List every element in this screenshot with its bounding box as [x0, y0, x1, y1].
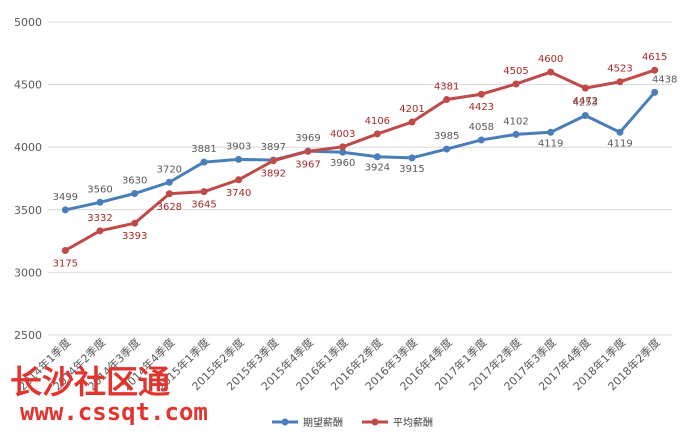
data-label: 4058: [469, 122, 494, 133]
data-point: [200, 188, 208, 196]
data-label: 3892: [261, 169, 286, 180]
data-label: 4505: [503, 66, 528, 77]
legend-entry: 平均薪酬: [393, 417, 433, 429]
data-label: 3924: [365, 163, 390, 174]
data-point: [96, 198, 104, 206]
watermark-name: 长沙社区通: [10, 363, 170, 401]
data-point: [235, 155, 243, 163]
data-point: [547, 128, 555, 136]
data-label: 3175: [53, 258, 78, 269]
data-point: [581, 112, 589, 120]
data-point: [512, 130, 520, 138]
data-label: 4423: [469, 102, 494, 113]
data-point: [339, 148, 347, 156]
y-tick-label: 4000: [14, 141, 42, 154]
data-label: 4600: [538, 54, 563, 65]
data-label: 4119: [607, 138, 632, 149]
legend-entry: 期望薪酬: [303, 416, 343, 429]
data-point: [235, 176, 243, 184]
data-point: [547, 68, 555, 76]
legend-swatch-marker: [371, 418, 379, 426]
data-label: 4201: [399, 104, 424, 115]
watermark-logo: 长沙社区通 www.cssqt.com: [10, 363, 208, 426]
legend-swatch-marker: [281, 418, 289, 426]
data-label: 3985: [434, 131, 459, 142]
data-point: [651, 66, 659, 74]
data-label: 3960: [330, 158, 355, 169]
data-label: 4615: [642, 52, 667, 63]
y-tick-label: 3500: [14, 204, 42, 217]
data-label: 4438: [652, 74, 677, 85]
data-point: [96, 227, 104, 235]
data-label: 3720: [157, 164, 182, 175]
y-tick-label: 2500: [14, 329, 42, 342]
data-label: 3332: [87, 213, 112, 224]
series-line-2: [64, 68, 656, 252]
legend: 期望薪酬 平均薪酬: [272, 416, 433, 429]
data-label: 4253: [573, 98, 598, 109]
data-label: 4106: [365, 116, 390, 127]
data-label: 4102: [503, 116, 528, 127]
data-point: [165, 190, 173, 198]
data-point: [443, 95, 451, 103]
data-label: 3628: [157, 202, 182, 213]
data-label: 3645: [191, 200, 216, 211]
data-point: [373, 130, 381, 138]
data-point: [651, 88, 659, 96]
data-point: [408, 118, 416, 126]
data-point: [443, 145, 451, 153]
y-axis: 2500 3000 3500 4000 4500 5000: [14, 16, 42, 342]
data-label: 3969: [295, 133, 320, 144]
data-label: 3740: [226, 188, 251, 199]
data-label: 3903: [226, 141, 251, 152]
data-point: [373, 153, 381, 161]
data-point: [616, 78, 624, 86]
data-point: [165, 178, 173, 186]
data-point: [339, 143, 347, 151]
watermark-url: www.cssqt.com: [20, 398, 208, 426]
data-point: [408, 154, 416, 162]
data-point: [581, 84, 589, 92]
data-label: 4523: [607, 64, 632, 75]
data-point: [304, 147, 312, 155]
data-point: [61, 246, 69, 254]
data-point: [269, 157, 277, 165]
data-label: 3915: [399, 164, 424, 175]
data-label: 3897: [261, 142, 286, 153]
data-point: [477, 136, 485, 144]
data-label: 4003: [330, 129, 355, 140]
y-tick-label: 5000: [14, 16, 42, 29]
data-point: [131, 190, 139, 198]
data-label: 4472: [573, 96, 598, 107]
data-label: 3630: [122, 176, 147, 187]
data-point: [61, 206, 69, 214]
data-label: 3499: [53, 192, 78, 203]
data-point: [512, 80, 520, 88]
series-line-1: [65, 91, 656, 212]
data-label: 3560: [87, 184, 112, 195]
data-label: 3393: [122, 231, 147, 242]
data-point: [616, 128, 624, 136]
data-label: 3881: [191, 144, 216, 155]
data-labels: 3499 3560 3630 3720 3881 3903 3897 3969 3960 3924…: [53, 52, 678, 269]
data-label: 3967: [295, 159, 320, 170]
series-group: [61, 66, 659, 254]
data-point: [477, 90, 485, 98]
y-tick-label: 4500: [14, 79, 42, 92]
data-label: 4381: [434, 81, 459, 92]
data-point: [131, 219, 139, 227]
data-label: 4119: [538, 138, 563, 149]
data-point: [200, 158, 208, 166]
y-tick-label: 3000: [14, 266, 42, 279]
